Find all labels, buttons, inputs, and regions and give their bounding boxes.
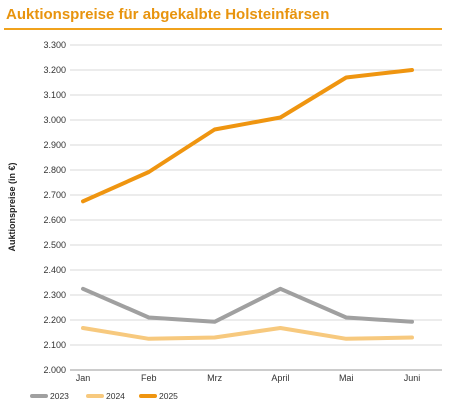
data-point-2024 <box>81 326 85 330</box>
data-point-2024 <box>410 336 414 339</box>
y-tick-label: 2.300 <box>43 290 66 300</box>
y-tick-label: 2.100 <box>43 340 66 350</box>
data-point-2024 <box>147 337 151 341</box>
data-point-2025 <box>81 199 85 203</box>
x-tick-label: Jan <box>76 373 91 383</box>
chart-title: Auktionspreise für abgekalbte Holsteinfä… <box>6 6 330 23</box>
title-underline <box>4 28 442 30</box>
x-tick-label: Mrz <box>207 373 222 383</box>
data-point-2023 <box>344 316 348 319</box>
y-tick-label: 2.800 <box>43 165 66 175</box>
y-axis-ticks: 2.000 2.100 2.200 2.300 2.400 2.500 2.600 2.700… <box>43 40 66 375</box>
data-point-2023 <box>147 316 151 319</box>
data-point-2025 <box>410 68 414 72</box>
x-axis-ticks: Jan Feb Mrz April Mai Juni <box>76 373 421 383</box>
legend: 2023 2024 2025 <box>30 391 178 401</box>
y-tick-label: 3.200 <box>43 65 66 75</box>
legend-label-2025: 2025 <box>159 391 178 401</box>
data-point-2024 <box>344 337 348 341</box>
data-point-2023 <box>213 320 217 324</box>
legend-label-2024: 2024 <box>106 391 125 401</box>
y-tick-label: 3.000 <box>43 115 66 125</box>
x-tick-label: April <box>271 373 289 383</box>
y-tick-label: 2.700 <box>43 190 66 200</box>
x-tick-label: Mai <box>339 373 354 383</box>
y-axis-label: Auktionspreise (in €) <box>7 162 17 251</box>
y-tick-label: 3.100 <box>43 90 66 100</box>
y-tick-label: 2.400 <box>43 265 66 275</box>
y-tick-label: 2.200 <box>43 315 66 325</box>
series-line-2023 <box>81 286 414 324</box>
data-point-2025 <box>213 128 217 131</box>
series-lines <box>81 68 414 341</box>
series-line-2025 <box>81 68 414 204</box>
data-point-2023 <box>410 320 414 324</box>
y-tick-label: 2.000 <box>43 365 66 375</box>
data-point-2024 <box>213 336 217 339</box>
y-tick-label: 2.500 <box>43 240 66 250</box>
x-tick-label: Juni <box>404 373 421 383</box>
data-point-2024 <box>278 326 282 330</box>
data-point-2025 <box>147 170 151 174</box>
data-point-2023 <box>278 287 282 291</box>
series-line-2024 <box>81 326 414 341</box>
y-tick-label: 3.300 <box>43 40 66 50</box>
data-point-2023 <box>81 287 85 291</box>
x-tick-label: Feb <box>141 373 157 383</box>
legend-label-2023: 2023 <box>50 391 69 401</box>
data-point-2025 <box>278 116 282 119</box>
y-tick-label: 2.900 <box>43 140 66 150</box>
y-tick-label: 2.600 <box>43 215 66 225</box>
data-point-2025 <box>344 76 348 79</box>
